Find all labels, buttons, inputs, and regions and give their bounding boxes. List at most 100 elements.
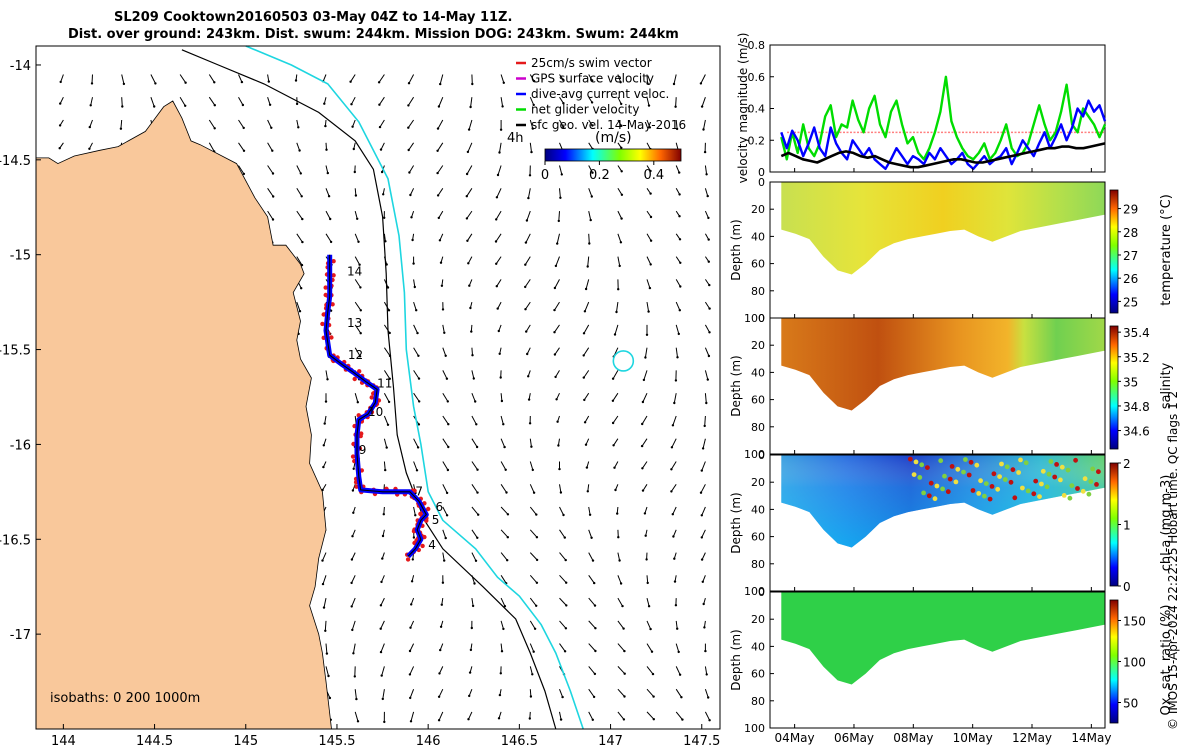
velocity-arrow-head — [620, 193, 624, 196]
chl-sample-dot — [1069, 483, 1075, 488]
velocity-arrow — [296, 210, 303, 220]
velocity-arrow — [701, 529, 706, 538]
velocity-arrow-head — [554, 375, 557, 379]
velocity-arrow-head — [611, 421, 615, 425]
velocity-arrow — [238, 119, 245, 129]
velocity-arrow-head — [646, 581, 649, 585]
velocity-arrow-head — [326, 378, 329, 381]
depth-panel-chl-a: 0 20 40 60 80 100 Depth (m) 0 1 2 chl-a (mg m-3) — [729, 449, 1174, 598]
velocity-arrow-head — [409, 193, 412, 197]
chl-sample-dot — [1033, 478, 1039, 484]
velocity-arrow-head — [409, 626, 412, 629]
chl-sample-dot — [1054, 462, 1059, 467]
velocity-arrow-head — [643, 512, 647, 515]
map-panel: 14 13 12 11 10 9 765 4 144 144.5 145 145.5 146 146.5… — [0, 45, 721, 749]
velocity-arrow-head — [465, 217, 469, 220]
velocity-arrow — [583, 324, 590, 334]
velocity-arrow-head — [620, 102, 623, 106]
velocity-arrow — [497, 301, 502, 309]
velocity-arrow-head — [441, 308, 445, 311]
chl-sample-dot — [925, 465, 930, 470]
colorbar-tick-label: 150 — [1123, 615, 1146, 629]
depth-y-tick-label: 60 — [751, 668, 765, 681]
velocity-arrow-head — [670, 446, 674, 449]
velocity-arrow — [267, 188, 274, 197]
velocity-arrow-head — [329, 240, 333, 244]
velocity-arrow-head — [501, 105, 504, 108]
swim-vector-dot — [359, 431, 364, 436]
velocity-arrow — [673, 74, 677, 85]
velocity-arrow-head — [325, 652, 329, 655]
velocity-arrow — [323, 597, 327, 608]
velocity-arrow-head — [553, 308, 556, 312]
velocity-arrow-head — [650, 650, 654, 653]
velocity-arrow-head — [267, 80, 270, 83]
velocity-arrow — [614, 324, 619, 335]
velocity-arrow — [497, 165, 502, 176]
velocity-arrow-head — [471, 82, 474, 86]
velocity-arrow — [642, 484, 648, 491]
velocity-arrow-head — [649, 627, 652, 631]
colorbar-tick-label: 0 — [1123, 580, 1131, 594]
velocity-arrow-head — [327, 674, 330, 678]
chl-sample-dot — [1040, 468, 1046, 474]
velocity-arrow — [529, 529, 538, 538]
velocity-arrow-head — [494, 240, 498, 243]
swim-vector-dot — [330, 302, 335, 307]
chl-sample-dot — [1020, 485, 1025, 491]
velocity-y-tick-label: 0.8 — [748, 39, 766, 52]
velocity-arrow-head — [676, 627, 679, 630]
velocity-arrow-head — [673, 580, 677, 583]
velocity-arrow-head — [350, 103, 353, 106]
depth-y-tick-label: 20 — [751, 203, 765, 216]
velocity-arrow — [409, 188, 415, 196]
velocity-arrow-head — [584, 287, 588, 291]
velocity-arrow-head — [387, 309, 391, 312]
velocity-arrow — [617, 688, 625, 697]
velocity-arrow — [466, 188, 473, 197]
velocity-arrow-head — [582, 376, 585, 379]
velocity-arrow — [702, 438, 706, 449]
velocity-arrow-head — [620, 217, 623, 220]
velocity-arrow-head — [535, 581, 539, 584]
velocity-arrow — [529, 484, 535, 493]
velocity-arrow — [351, 96, 356, 105]
velocity-arrow-head — [353, 170, 356, 174]
velocity-series — [780, 75, 1107, 171]
velocity-arrow-head — [323, 102, 326, 105]
velocity-arrow-head — [496, 173, 500, 177]
velocity-arrow-head — [593, 581, 596, 585]
velocity-arrow-head — [468, 694, 471, 698]
velocity-arrow-head — [706, 378, 709, 381]
velocity-arrow-head — [589, 218, 592, 222]
velocity-arrow-head — [502, 627, 505, 631]
velocity-arrow — [559, 165, 563, 175]
velocity-arrow — [704, 415, 706, 426]
velocity-arrow-head — [439, 261, 443, 264]
velocity-arrow — [529, 119, 534, 129]
velocity-arrow — [555, 256, 560, 267]
velocity-arrow — [351, 552, 356, 560]
velocity-arrow — [670, 461, 677, 470]
velocity-arrow-head — [297, 126, 300, 129]
isobath-200m — [181, 49, 557, 730]
velocity-arrow-head — [436, 194, 440, 197]
chl-sample-dot — [1080, 488, 1086, 494]
chl-sample-dot — [1067, 495, 1073, 501]
velocity-arrow — [617, 210, 623, 219]
velocity-arrow-head — [381, 697, 384, 701]
velocity-arrow — [529, 461, 534, 471]
colorbar-tick-label: 35 — [1123, 375, 1138, 389]
velocity-arrow — [704, 666, 708, 675]
velocity-arrow-head — [321, 582, 325, 586]
velocity-arrow — [351, 575, 356, 584]
velocity-arrow-head — [613, 333, 617, 336]
velocity-arrow — [468, 119, 473, 130]
velocity-arrow — [383, 347, 391, 357]
velocity-arrow-head — [440, 284, 444, 287]
velocity-arrow-head — [58, 147, 61, 150]
velocity-arrow — [529, 74, 535, 82]
map-y-tick-label: -15 — [10, 249, 31, 264]
velocity-arrow-head — [440, 603, 443, 606]
